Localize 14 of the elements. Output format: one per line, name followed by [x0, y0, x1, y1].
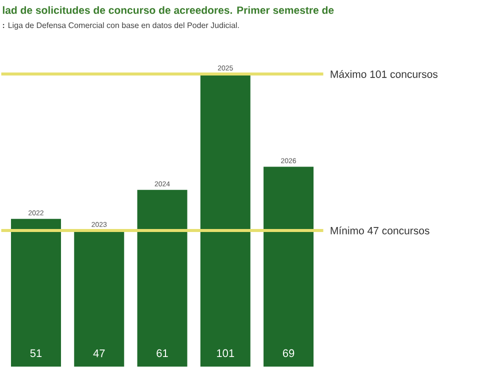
ref-line-label: Máximo 101 concursos [330, 70, 438, 78]
bar [264, 166, 314, 367]
bar [10, 218, 61, 367]
data-label: 47 [93, 350, 105, 358]
data-label: 69 [282, 349, 294, 358]
ref-line-label: Mínimo 47 concursos [330, 226, 430, 234]
data-label: 101 [217, 349, 234, 358]
data-label: 61 [156, 349, 168, 358]
bar [74, 230, 124, 367]
chart-subtitle: : Liga de Defensa Comercial con base en datos del Poder Judicial. [2, 22, 239, 30]
bar [200, 74, 250, 367]
chart-title: lad de solicitudes de concurso de acreedores. Primer semestre de [2, 6, 334, 14]
bar [137, 190, 188, 367]
data-label: 51 [30, 349, 42, 358]
